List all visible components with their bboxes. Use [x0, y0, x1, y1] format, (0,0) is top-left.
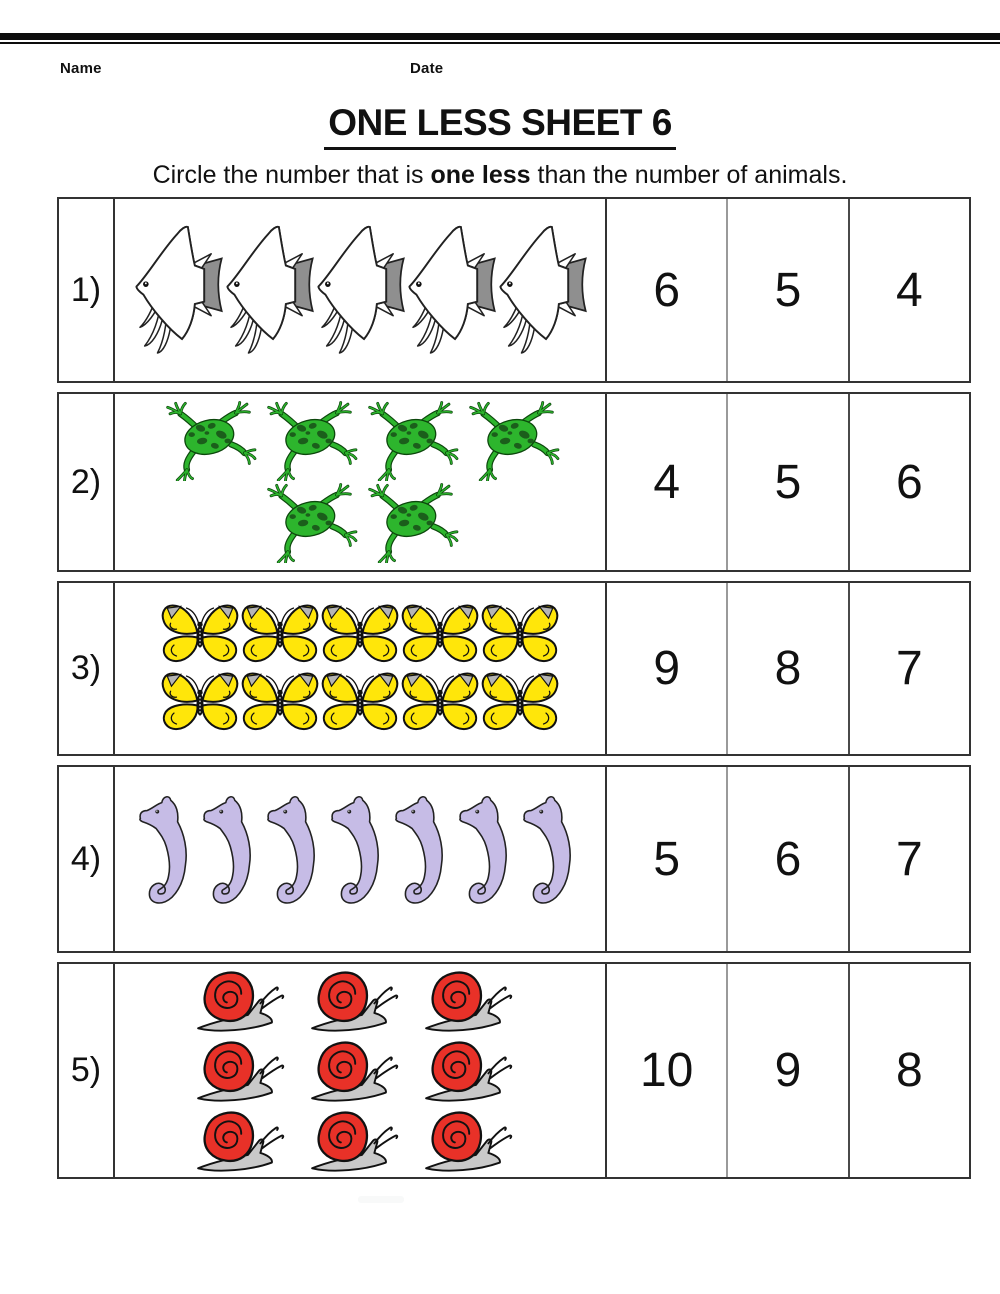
row-number-label: 2): [70, 462, 102, 501]
seahorse-icon: [201, 789, 263, 929]
faint-watermark: [358, 1196, 404, 1203]
answer-option[interactable]: 7: [895, 832, 923, 886]
animal-row: [160, 670, 560, 736]
animal-row: [189, 967, 531, 1035]
row-label-cell: 5): [59, 964, 115, 1177]
worksheet-row: 2) 4 5 6: [57, 392, 971, 572]
answer-option[interactable]: 4: [607, 394, 729, 570]
angelfish-icon: [406, 220, 497, 360]
row-label-cell: 1): [59, 199, 115, 381]
snail-icon: [306, 1107, 414, 1175]
row-number-label: 4): [70, 839, 102, 878]
date-label: Date: [410, 60, 444, 77]
row-label-cell: 2): [59, 394, 115, 570]
worksheet-row: 1) 6 5 4: [57, 197, 971, 383]
frog-icon: [260, 483, 359, 563]
angelfish-icon: [133, 220, 224, 360]
butterfly-icon: [238, 670, 322, 736]
worksheet-row: 5) 10 9 8: [57, 962, 971, 1179]
butterfly-icon: [478, 670, 562, 736]
frog-icon: [462, 401, 561, 481]
animal-row: [133, 220, 588, 360]
seahorse-icon: [393, 789, 455, 929]
angelfish-icon: [224, 220, 315, 360]
animal-row: [136, 789, 584, 929]
seahorse-icon: [265, 789, 327, 929]
frog-icon: [361, 401, 460, 481]
name-label: Name: [60, 60, 102, 77]
worksheet-table: 1) 6 5 4 2) 4 5 6 3) 9 8 7 4) 5 6 7 5): [57, 197, 971, 1179]
animal-cell: [115, 199, 607, 381]
frog-icon: [159, 401, 258, 481]
animal-row: [158, 401, 562, 481]
frog-icon: [361, 483, 460, 563]
answer-option[interactable]: 5: [728, 394, 850, 570]
animal-row: [189, 1107, 531, 1175]
answer-option[interactable]: 10: [607, 964, 729, 1177]
answer-option[interactable]: 8: [728, 583, 850, 754]
butterfly-icon: [398, 670, 482, 736]
answer-option[interactable]: 6: [728, 767, 850, 951]
seahorse-icon: [521, 789, 583, 929]
snail-icon: [192, 1107, 300, 1175]
snail-icon: [420, 1107, 528, 1175]
animal-cell: [115, 767, 607, 951]
answer-option[interactable]: 5: [728, 199, 850, 381]
snail-icon: [420, 1037, 528, 1105]
instruction-text: Circle the number that is one less than …: [0, 161, 1000, 190]
answer-option[interactable]: 9: [728, 964, 850, 1177]
worksheet-row: 3) 9 8 7: [57, 581, 971, 756]
butterfly-icon: [398, 602, 482, 668]
animal-row: [259, 483, 461, 563]
frog-icon: [260, 401, 359, 481]
snail-icon: [306, 967, 414, 1035]
seahorse-icon: [137, 789, 199, 929]
row-number-label: 1): [70, 270, 102, 309]
animal-row: [160, 602, 560, 668]
answer-option[interactable]: 9: [607, 583, 729, 754]
row-label-cell: 4): [59, 767, 115, 951]
header-meta: Name Date: [60, 60, 940, 77]
butterfly-icon: [478, 602, 562, 668]
answer-option[interactable]: 4: [895, 263, 923, 317]
animal-cell: [115, 583, 607, 754]
instruction-post: than the number of animals.: [530, 161, 848, 189]
butterfly-icon: [238, 602, 322, 668]
angelfish-icon: [497, 220, 588, 360]
snail-icon: [306, 1037, 414, 1105]
animal-row: [189, 1037, 531, 1105]
answer-option[interactable]: 7: [895, 642, 923, 695]
answer-option[interactable]: 6: [895, 455, 923, 509]
top-rule-thick: [0, 33, 1000, 40]
answer-option[interactable]: 8: [895, 1044, 923, 1097]
answer-option[interactable]: 6: [607, 199, 729, 381]
row-number-label: 3): [70, 649, 102, 687]
butterfly-icon: [318, 670, 402, 736]
row-number-label: 5): [70, 1051, 102, 1089]
seahorse-icon: [329, 789, 391, 929]
butterfly-icon: [158, 602, 242, 668]
animal-cell: [115, 394, 607, 570]
instruction-emphasis: one less: [430, 161, 531, 189]
butterfly-icon: [318, 602, 402, 668]
snail-icon: [192, 967, 300, 1035]
page-title: ONE LESS SHEET 6: [324, 102, 676, 150]
instruction-pre: Circle the number that is: [152, 161, 431, 189]
seahorse-icon: [457, 789, 519, 929]
title-wrap: ONE LESS SHEET 6: [0, 102, 1000, 150]
top-rule-thin: [0, 42, 1000, 44]
answer-option[interactable]: 5: [607, 767, 729, 951]
animal-cell: [115, 964, 607, 1177]
angelfish-icon: [315, 220, 406, 360]
row-label-cell: 3): [59, 583, 115, 754]
worksheet-row: 4) 5 6 7: [57, 765, 971, 953]
snail-icon: [192, 1037, 300, 1105]
butterfly-icon: [158, 670, 242, 736]
snail-icon: [420, 967, 528, 1035]
